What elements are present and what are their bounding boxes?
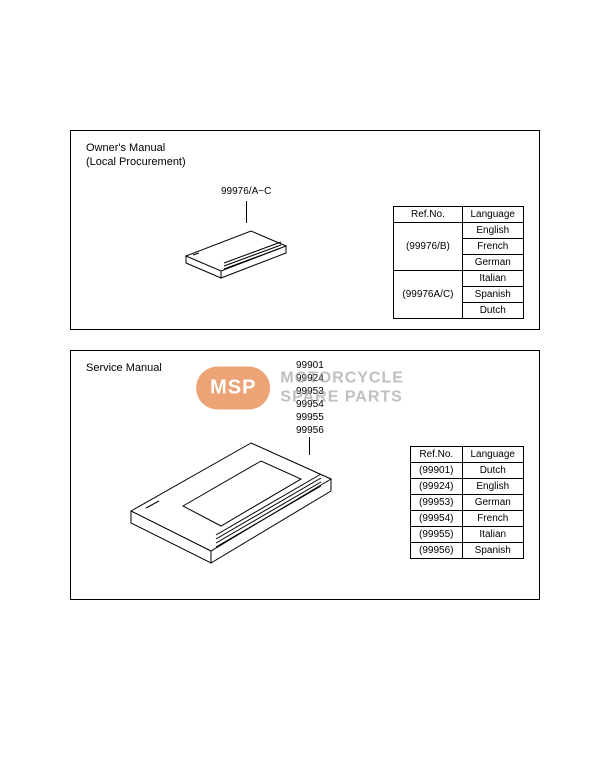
owners-callout: 99976/A~C — [221, 186, 271, 197]
cell-ref: (99976/B) — [394, 223, 462, 271]
cell-lang: Italian — [462, 527, 524, 543]
service-ref-table: Ref.No. Language (99901) Dutch (99924) E… — [410, 446, 524, 559]
th-ref: Ref.No. — [394, 207, 462, 223]
owners-title-line1: Owner's Manual — [86, 141, 186, 155]
callout-item: 99955 — [296, 411, 324, 424]
owners-title: Owner's Manual (Local Procurement) — [86, 141, 186, 170]
cell-lang: English — [462, 479, 524, 495]
cell-lang: English — [462, 223, 524, 239]
cell-lang: Spanish — [462, 543, 524, 559]
th-lang: Language — [462, 447, 524, 463]
th-ref: Ref.No. — [411, 447, 462, 463]
table-row: (99956) Spanish — [411, 543, 524, 559]
cell-ref: (99954) — [411, 511, 462, 527]
table-row: (99955) Italian — [411, 527, 524, 543]
cell-lang: German — [462, 495, 524, 511]
table-header-row: Ref.No. Language — [394, 207, 524, 223]
cell-ref: (99976A/C) — [394, 271, 462, 319]
table-row: (99924) English — [411, 479, 524, 495]
watermark-line1: MOTORCYCLE — [280, 368, 403, 387]
watermark-line2: SPARE PARTS — [280, 388, 403, 407]
table-row: (99976/B) English — [394, 223, 524, 239]
owners-book-icon — [181, 221, 291, 281]
table-row: (99901) Dutch — [411, 463, 524, 479]
cell-lang: Italian — [462, 271, 524, 287]
cell-lang: German — [462, 255, 524, 271]
table-row: (99953) German — [411, 495, 524, 511]
table-row: (99954) French — [411, 511, 524, 527]
watermark: MSP MOTORCYCLE SPARE PARTS — [196, 366, 404, 409]
owners-ref-table: Ref.No. Language (99976/B) English Frenc… — [393, 206, 524, 319]
cell-lang: French — [462, 239, 524, 255]
service-callout-line — [309, 437, 310, 455]
service-book-icon — [121, 431, 341, 571]
owners-title-line2: (Local Procurement) — [86, 155, 186, 169]
cell-ref: (99953) — [411, 495, 462, 511]
owners-callout-line — [246, 201, 247, 223]
cell-ref: (99956) — [411, 543, 462, 559]
service-title: Service Manual — [86, 361, 162, 375]
table-header-row: Ref.No. Language — [411, 447, 524, 463]
cell-ref: (99955) — [411, 527, 462, 543]
cell-lang: Spanish — [462, 287, 524, 303]
cell-ref: (99924) — [411, 479, 462, 495]
table-row: (99976A/C) Italian — [394, 271, 524, 287]
callout-item: 99956 — [296, 424, 324, 437]
watermark-text: MOTORCYCLE SPARE PARTS — [280, 368, 403, 406]
cell-lang: French — [462, 511, 524, 527]
cell-lang: Dutch — [462, 303, 524, 319]
cell-ref: (99901) — [411, 463, 462, 479]
owners-manual-panel: Owner's Manual (Local Procurement) 99976… — [70, 130, 540, 330]
cell-lang: Dutch — [462, 463, 524, 479]
watermark-badge: MSP — [196, 366, 270, 409]
th-lang: Language — [462, 207, 524, 223]
